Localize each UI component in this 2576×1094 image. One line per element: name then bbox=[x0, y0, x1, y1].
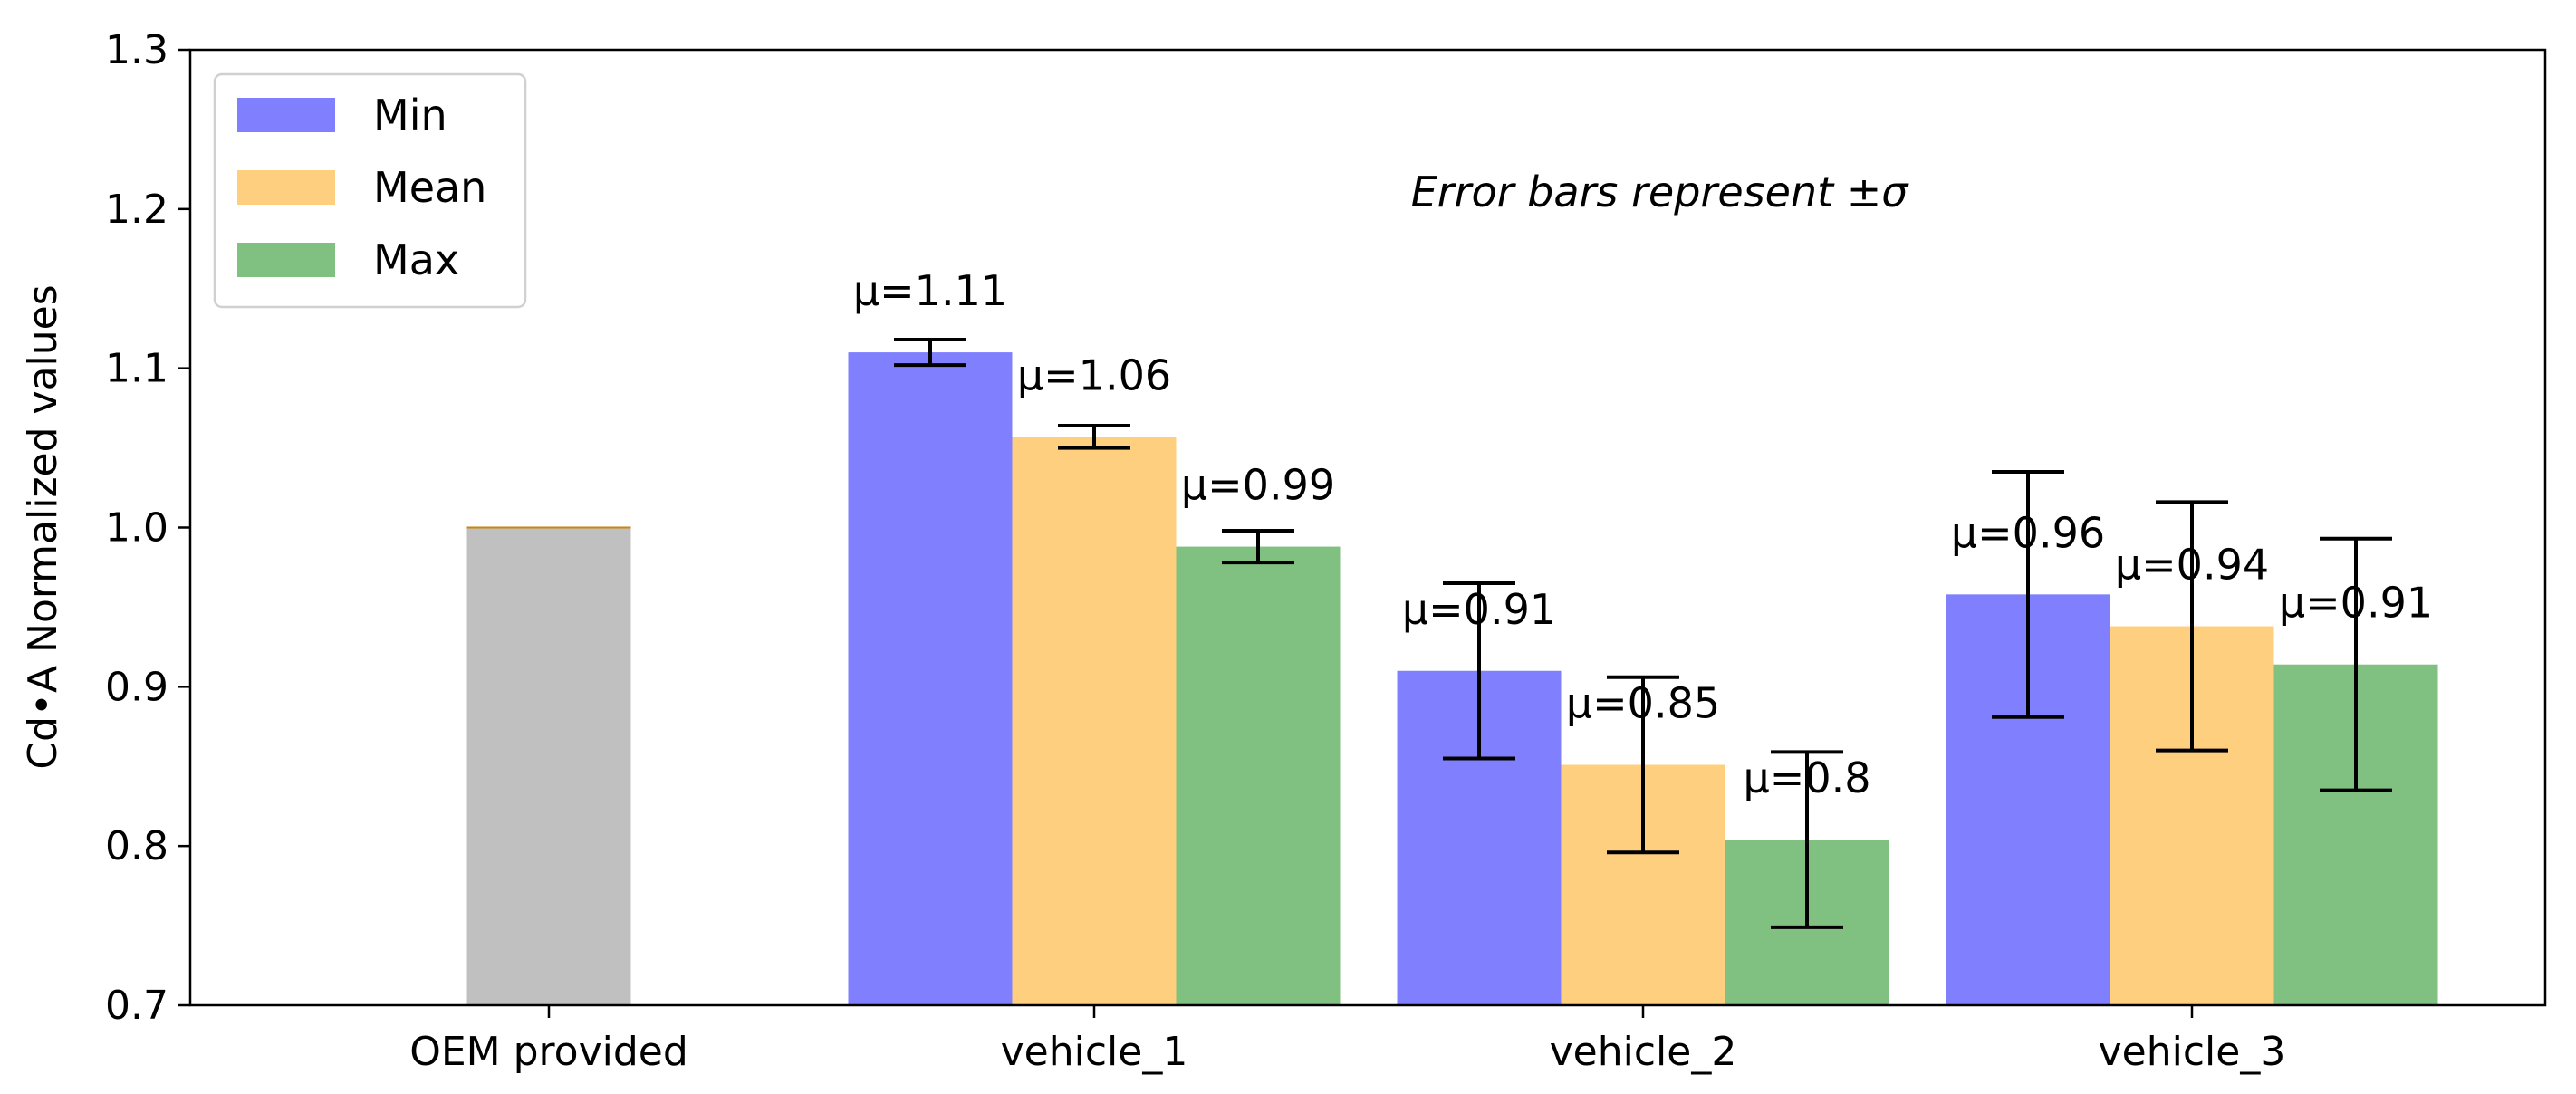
data-label: μ=0.94 bbox=[2115, 541, 2269, 590]
y-tick-label: 1.0 bbox=[105, 505, 168, 552]
data-label: μ=0.99 bbox=[1181, 461, 1335, 510]
error-bar bbox=[1771, 750, 1843, 929]
error-bar bbox=[1443, 581, 1515, 761]
error-bars-group bbox=[894, 338, 2392, 929]
error-bar bbox=[1058, 423, 1130, 450]
bar-max-vehicle_1 bbox=[1176, 546, 1341, 1005]
data-labels-group: μ=1.11μ=0.91μ=0.96μ=1.06μ=0.85μ=0.94μ=0.… bbox=[853, 266, 2433, 802]
error-bar bbox=[894, 338, 966, 368]
error-bar bbox=[1992, 469, 2064, 719]
y-tick-label: 1.2 bbox=[105, 187, 168, 233]
error-bars-note: Error bars represent ±σ bbox=[1411, 168, 1910, 216]
bar-min-vehicle_1 bbox=[848, 352, 1013, 1005]
bar-oem-provided bbox=[466, 527, 631, 1005]
y-tick-label: 0.9 bbox=[105, 664, 168, 710]
y-tick-label: 1.3 bbox=[105, 27, 168, 73]
legend-swatch-max bbox=[237, 243, 335, 277]
y-tick-label: 0.8 bbox=[105, 823, 168, 869]
y-axis-label: Cd•A Normalized values bbox=[20, 284, 66, 769]
y-tick-label: 0.7 bbox=[105, 983, 168, 1029]
legend-label-mean: Mean bbox=[373, 163, 486, 212]
x-tick-label: OEM provided bbox=[409, 1029, 688, 1075]
legend-label-max: Max bbox=[373, 235, 459, 284]
legend-label-min: Min bbox=[373, 91, 447, 139]
data-label: μ=0.96 bbox=[1951, 508, 2105, 557]
data-label: μ=0.91 bbox=[1402, 585, 1556, 634]
legend: Min Mean Max bbox=[213, 72, 527, 309]
x-tick-label: vehicle_3 bbox=[2099, 1029, 2286, 1075]
error-bar bbox=[2156, 500, 2228, 753]
data-label: μ=0.8 bbox=[1744, 753, 1871, 802]
legend-swatch-mean bbox=[237, 170, 335, 205]
data-label: μ=0.91 bbox=[2279, 579, 2433, 628]
x-axis: OEM provided vehicle_1 vehicle_2 vehicle_3 bbox=[409, 1005, 2285, 1075]
y-tick-label: 1.1 bbox=[105, 346, 168, 392]
bar-mean-vehicle_1 bbox=[1012, 437, 1177, 1005]
legend-swatch-min bbox=[237, 98, 335, 132]
x-tick-label: vehicle_2 bbox=[1550, 1029, 1737, 1075]
error-bar bbox=[2320, 536, 2392, 792]
data-label: μ=1.11 bbox=[853, 266, 1007, 315]
x-tick-label: vehicle_1 bbox=[1001, 1029, 1188, 1075]
data-label: μ=0.85 bbox=[1566, 678, 1720, 727]
y-axis: 0.7 0.8 0.9 1.0 1.1 1.2 1.3 bbox=[105, 27, 190, 1029]
error-bar bbox=[1607, 675, 1679, 855]
data-label: μ=1.06 bbox=[1017, 350, 1171, 399]
error-bar bbox=[1222, 529, 1294, 565]
